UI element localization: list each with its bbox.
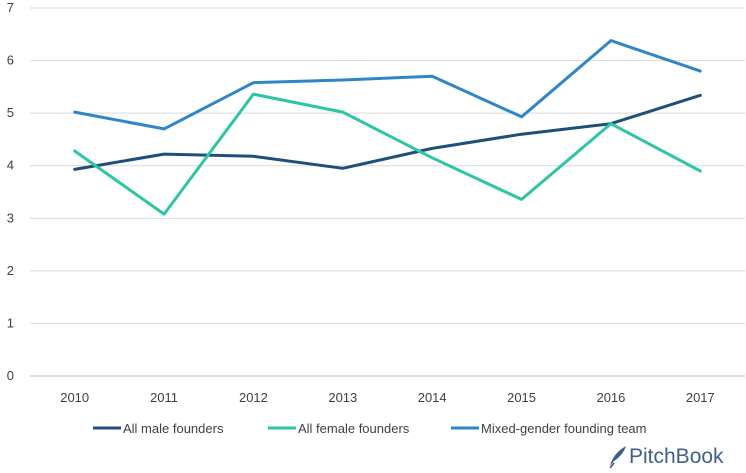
x-tick-label: 2012 [239, 390, 268, 405]
logo-text: PitchBook [629, 445, 724, 468]
y-tick-label: 3 [7, 210, 14, 225]
y-tick-label: 2 [7, 263, 14, 278]
legend-item: All female founders [268, 421, 410, 436]
x-tick-label: 2011 [150, 390, 178, 405]
x-tick-label: 2013 [328, 390, 357, 405]
x-tick-label: 2016 [596, 390, 625, 405]
legend-item: Mixed-gender founding team [451, 421, 647, 436]
legend-item: All male founders [93, 421, 224, 436]
legend-label: All female founders [298, 421, 410, 436]
y-tick-label: 0 [7, 368, 14, 383]
x-axis-tick-labels: 2010 2011 2012 2013 2014 2015 2016 2017 [60, 390, 715, 405]
y-tick-label: 7 [7, 0, 14, 15]
series-line-1 [73, 93, 702, 171]
series-line-3 [73, 39, 702, 131]
series-line-2 [73, 92, 702, 216]
x-tick-label: 2014 [418, 390, 447, 405]
y-tick-label: 5 [7, 105, 14, 120]
x-tick-label: 2015 [507, 390, 536, 405]
legend: All male founders All female founders Mixe… [93, 421, 647, 436]
x-tick-label: 2017 [686, 390, 715, 405]
legend-label: All male founders [123, 421, 224, 436]
legend-label: Mixed-gender founding team [481, 421, 647, 436]
y-axis-tick-labels: 0 1 2 3 4 5 6 7 [7, 0, 14, 383]
y-tick-label: 4 [7, 158, 14, 173]
pitchbook-logo: PitchBook [609, 445, 724, 469]
gridlines [30, 7, 745, 377]
series-lines [73, 39, 702, 216]
y-tick-label: 6 [7, 53, 14, 68]
y-tick-label: 1 [7, 315, 14, 330]
x-tick-label: 2010 [60, 390, 89, 405]
feather-icon [609, 446, 626, 469]
